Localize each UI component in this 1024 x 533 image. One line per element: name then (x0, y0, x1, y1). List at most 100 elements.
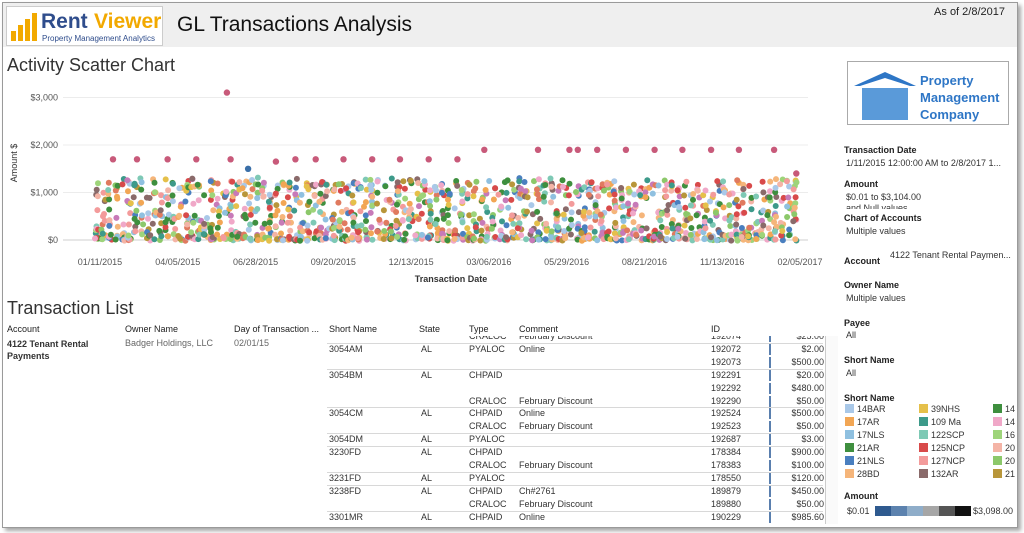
scatter-point[interactable] (201, 192, 208, 199)
scatter-point[interactable] (322, 235, 329, 242)
scatter-point[interactable] (664, 236, 670, 242)
scatter-point[interactable] (241, 205, 248, 212)
scatter-point[interactable] (146, 195, 153, 201)
scatter-point[interactable] (278, 230, 284, 237)
scatter-point[interactable] (286, 179, 293, 186)
scatter-point[interactable] (355, 229, 362, 236)
scatter-point[interactable] (586, 209, 593, 216)
scatter-point[interactable] (471, 235, 477, 242)
scatter-point[interactable] (472, 224, 479, 231)
scatter-point[interactable] (278, 219, 285, 226)
scatter-point[interactable] (721, 189, 728, 196)
scatter-point[interactable] (760, 207, 767, 214)
scatter-point[interactable] (311, 193, 318, 199)
scatter-point[interactable] (214, 195, 221, 202)
scatter-point[interactable] (707, 217, 714, 224)
scatter-point[interactable] (260, 193, 267, 200)
scatter-point[interactable] (543, 227, 550, 234)
scatter-point[interactable] (145, 210, 152, 217)
scatter-point[interactable] (509, 181, 516, 188)
scatter-point[interactable] (550, 193, 557, 200)
scatter-point[interactable] (581, 184, 588, 191)
scatter-point[interactable] (285, 206, 292, 213)
scatter-point[interactable] (771, 219, 778, 226)
scatter-point[interactable] (280, 200, 287, 206)
filter-short-name[interactable]: All (846, 368, 857, 378)
scatter-point[interactable] (503, 234, 509, 241)
scatter-point[interactable] (274, 207, 281, 214)
col-header-state[interactable]: State (419, 324, 441, 334)
scatter-point[interactable] (767, 178, 774, 185)
legend-item-39nhs[interactable]: 39NHS (919, 404, 960, 414)
scatter-point[interactable] (454, 182, 461, 189)
scatter-point-outlier[interactable] (396, 156, 404, 163)
scatter-point[interactable] (568, 200, 575, 207)
scatter-point[interactable] (170, 180, 176, 187)
scatter-point[interactable] (427, 216, 434, 223)
scatter-point[interactable] (515, 214, 522, 221)
scatter-point[interactable] (284, 194, 291, 201)
scatter-point[interactable] (223, 188, 230, 195)
legend-item-127ncp[interactable]: 127NCP (919, 456, 965, 466)
scatter-point[interactable] (249, 177, 255, 183)
scatter-point[interactable] (200, 231, 207, 238)
scatter-point[interactable] (793, 179, 800, 186)
scatter-point[interactable] (220, 234, 227, 240)
scatter-point[interactable] (402, 230, 409, 237)
scatter-point[interactable] (101, 211, 107, 217)
scatter-point[interactable] (753, 193, 760, 200)
scatter-point[interactable] (324, 188, 331, 195)
scatter-point[interactable] (524, 194, 531, 201)
scatter-point[interactable] (630, 219, 637, 226)
scatter-point[interactable] (764, 212, 771, 219)
scatter-point[interactable] (585, 191, 592, 198)
scatter-point[interactable] (535, 236, 542, 243)
scatter-point[interactable] (190, 219, 197, 226)
scatter-point[interactable] (541, 198, 548, 205)
scatter-point[interactable] (254, 174, 261, 181)
scatter-point[interactable] (176, 212, 183, 219)
scatter-point[interactable] (790, 186, 797, 193)
scatter-point-outlier[interactable] (574, 146, 581, 153)
scatter-point[interactable] (772, 189, 779, 196)
scatter-point-outlier[interactable] (292, 156, 299, 163)
scatter-point[interactable] (350, 199, 357, 206)
scatter-point[interactable] (720, 178, 727, 185)
scatter-point[interactable] (280, 181, 287, 188)
scatter-point[interactable] (560, 211, 567, 218)
scatter-point[interactable] (726, 191, 733, 198)
scatter-point[interactable] (362, 176, 369, 183)
scatter-point[interactable] (367, 209, 374, 216)
scatter-point[interactable] (292, 191, 299, 198)
scatter-point[interactable] (785, 194, 792, 201)
scatter-point[interactable] (362, 226, 369, 233)
scatter-point[interactable] (304, 237, 311, 244)
scatter-point[interactable] (516, 178, 523, 185)
scatter-point[interactable] (416, 203, 422, 210)
scatter-point[interactable] (381, 228, 388, 234)
scatter-point[interactable] (303, 183, 310, 190)
scatter-point[interactable] (151, 179, 158, 186)
scatter-point[interactable] (745, 233, 752, 240)
scatter-point[interactable] (140, 221, 147, 228)
filter-chart-of-accounts[interactable]: Multiple values (846, 226, 906, 236)
scatter-point[interactable] (229, 178, 236, 185)
scatter-point[interactable] (733, 221, 740, 228)
scatter-point[interactable] (687, 215, 694, 222)
scatter-point[interactable] (682, 204, 689, 211)
scatter-point[interactable] (182, 198, 189, 205)
scatter-point[interactable] (786, 183, 793, 190)
transaction-table[interactable]: CRALOC February Discount 192074 $25.00 3054A… (3, 336, 838, 527)
scatter-point[interactable] (701, 235, 708, 242)
scatter-point[interactable] (227, 212, 234, 219)
scatter-point[interactable] (687, 202, 694, 209)
scatter-point[interactable] (169, 192, 176, 199)
table-scrollbar[interactable] (825, 336, 838, 524)
scatter-point[interactable] (207, 178, 214, 185)
scatter-point[interactable] (561, 228, 568, 234)
scatter-point[interactable] (601, 187, 607, 194)
scatter-point[interactable] (542, 182, 549, 188)
scatter-point[interactable] (688, 225, 695, 231)
scatter-point[interactable] (612, 235, 619, 242)
scatter-point[interactable] (350, 214, 357, 221)
